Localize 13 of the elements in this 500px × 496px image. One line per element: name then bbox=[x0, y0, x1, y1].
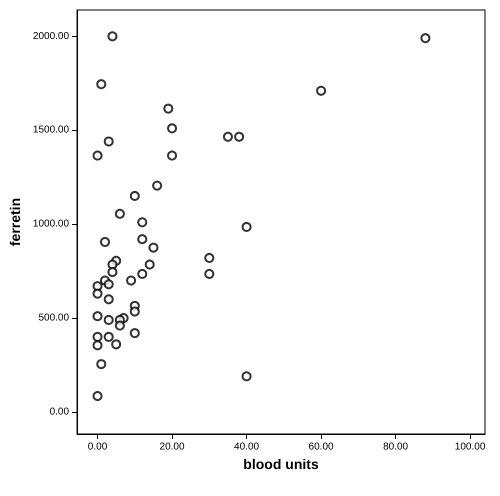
x-tick-label: 0.00 bbox=[88, 442, 108, 452]
x-axis-title: blood units bbox=[243, 456, 319, 472]
y-axis-title: ferretin bbox=[7, 198, 23, 246]
y-tick-label: 0.00 bbox=[50, 406, 70, 418]
x-tick-label: 100.00 bbox=[454, 442, 486, 452]
x-tick-label: 20.00 bbox=[160, 442, 185, 452]
x-tick-label: 60.00 bbox=[308, 442, 334, 452]
x-tick-label: 40.00 bbox=[234, 442, 260, 452]
y-tick-label: 1500.00 bbox=[32, 124, 70, 136]
y-tick-label: 500.00 bbox=[38, 312, 70, 324]
y-tick-label: 2000.00 bbox=[32, 30, 70, 42]
x-tick-label: 80.00 bbox=[383, 442, 409, 452]
y-tick-label: 1000.00 bbox=[32, 218, 70, 230]
